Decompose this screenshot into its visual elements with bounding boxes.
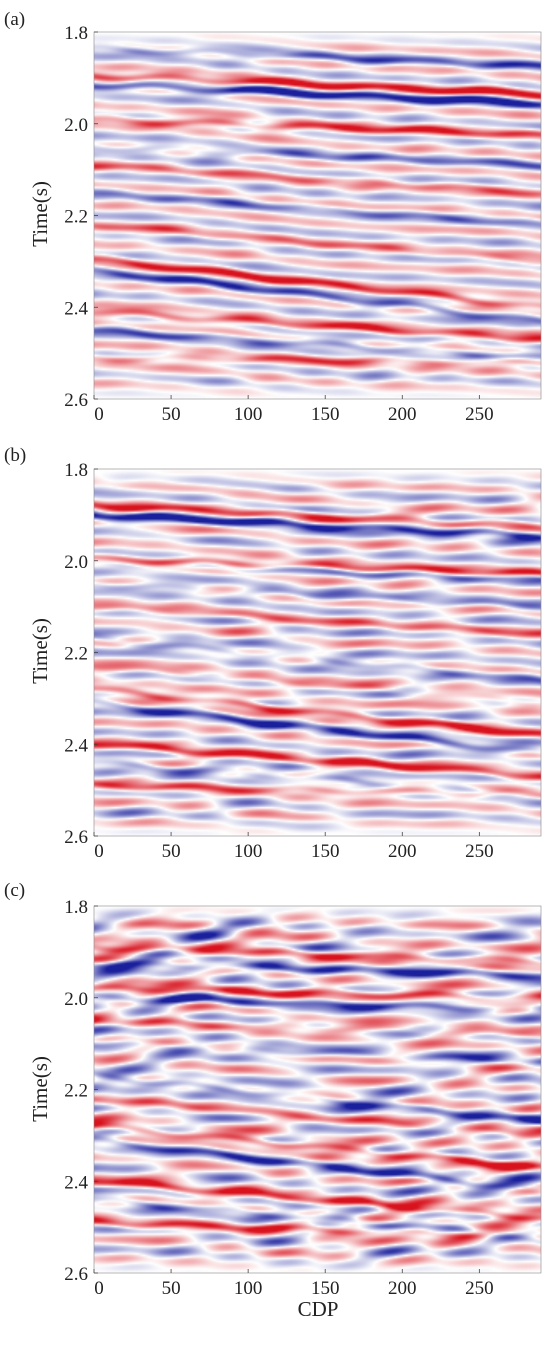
panel-a-xticks: 0 50 100 150 200 250: [93, 395, 494, 425]
x-tick-label: 200: [388, 841, 417, 862]
y-tick-label: 2.4: [64, 1172, 88, 1193]
x-tick-label: 0: [94, 841, 104, 862]
panel-b: (b) Time(s) 0 50 100 150 200 250 1.8 2.0 2.2 2.4…: [4, 445, 542, 862]
y-tick-label: 2.6: [64, 827, 88, 848]
panel-c-xticks: 0 50 100 150 200 250: [93, 1269, 494, 1299]
panel-b-yticks: 1.8 2.0 2.2 2.4 2.6: [64, 460, 98, 848]
panel-b-xticks: 0 50 100 150 200 250: [93, 832, 494, 862]
panel-c-seismic-image: [94, 906, 541, 1273]
y-tick-label: 2.2: [64, 1081, 88, 1102]
x-tick-label: 250: [465, 1278, 494, 1299]
y-tick-label: 2.0: [64, 115, 88, 136]
x-tick-label: 150: [311, 404, 340, 425]
panel-c-label: (c): [4, 880, 25, 901]
panel-a-ylabel: Time(s): [28, 181, 52, 247]
panel-b-ylabel: Time(s): [28, 618, 52, 684]
panel-c-xlabel: CDP: [298, 1297, 339, 1321]
x-tick-label: 150: [311, 1278, 340, 1299]
x-tick-label: 50: [162, 841, 181, 862]
y-tick-label: 2.0: [64, 989, 88, 1010]
panel-a-label: (a): [4, 9, 25, 30]
panel-c-yticks: 1.8 2.0 2.2 2.4 2.6: [64, 897, 98, 1285]
x-tick-label: 250: [465, 841, 494, 862]
x-tick-label: 100: [234, 1278, 263, 1299]
y-tick-label: 1.8: [64, 460, 88, 481]
panel-a: (a) Time(s) 0 50 100 150 200 250 1.8 2.0 2.2 2.4…: [4, 9, 542, 425]
y-tick-label: 2.4: [64, 298, 88, 319]
x-tick-label: 150: [311, 841, 340, 862]
x-tick-label: 50: [162, 1278, 181, 1299]
x-tick-label: 100: [234, 404, 263, 425]
panel-a-seismic-image: [94, 32, 541, 399]
panel-c: (c) Time(s) 0 50 100 150 200 250 1.8 2.0 2.2 2.4…: [4, 880, 542, 1321]
x-tick-label: 200: [388, 1278, 417, 1299]
x-tick-label: 250: [465, 404, 494, 425]
y-tick-label: 2.0: [64, 552, 88, 573]
y-tick-label: 2.6: [64, 1264, 88, 1285]
y-tick-label: 1.8: [64, 897, 88, 918]
x-tick-label: 0: [94, 404, 104, 425]
y-tick-label: 1.8: [64, 23, 88, 44]
panel-a-yticks: 1.8 2.0 2.2 2.4 2.6: [64, 23, 98, 411]
panel-c-ylabel: Time(s): [28, 1056, 52, 1122]
panel-b-label: (b): [4, 445, 26, 466]
x-tick-label: 100: [234, 841, 263, 862]
panel-b-seismic-image: [94, 469, 541, 836]
x-tick-label: 0: [94, 1278, 104, 1299]
x-tick-label: 50: [162, 404, 181, 425]
y-tick-label: 2.2: [64, 644, 88, 665]
x-tick-label: 200: [388, 404, 417, 425]
y-tick-label: 2.4: [64, 735, 88, 756]
y-tick-label: 2.6: [64, 390, 88, 411]
y-tick-label: 2.2: [64, 207, 88, 228]
